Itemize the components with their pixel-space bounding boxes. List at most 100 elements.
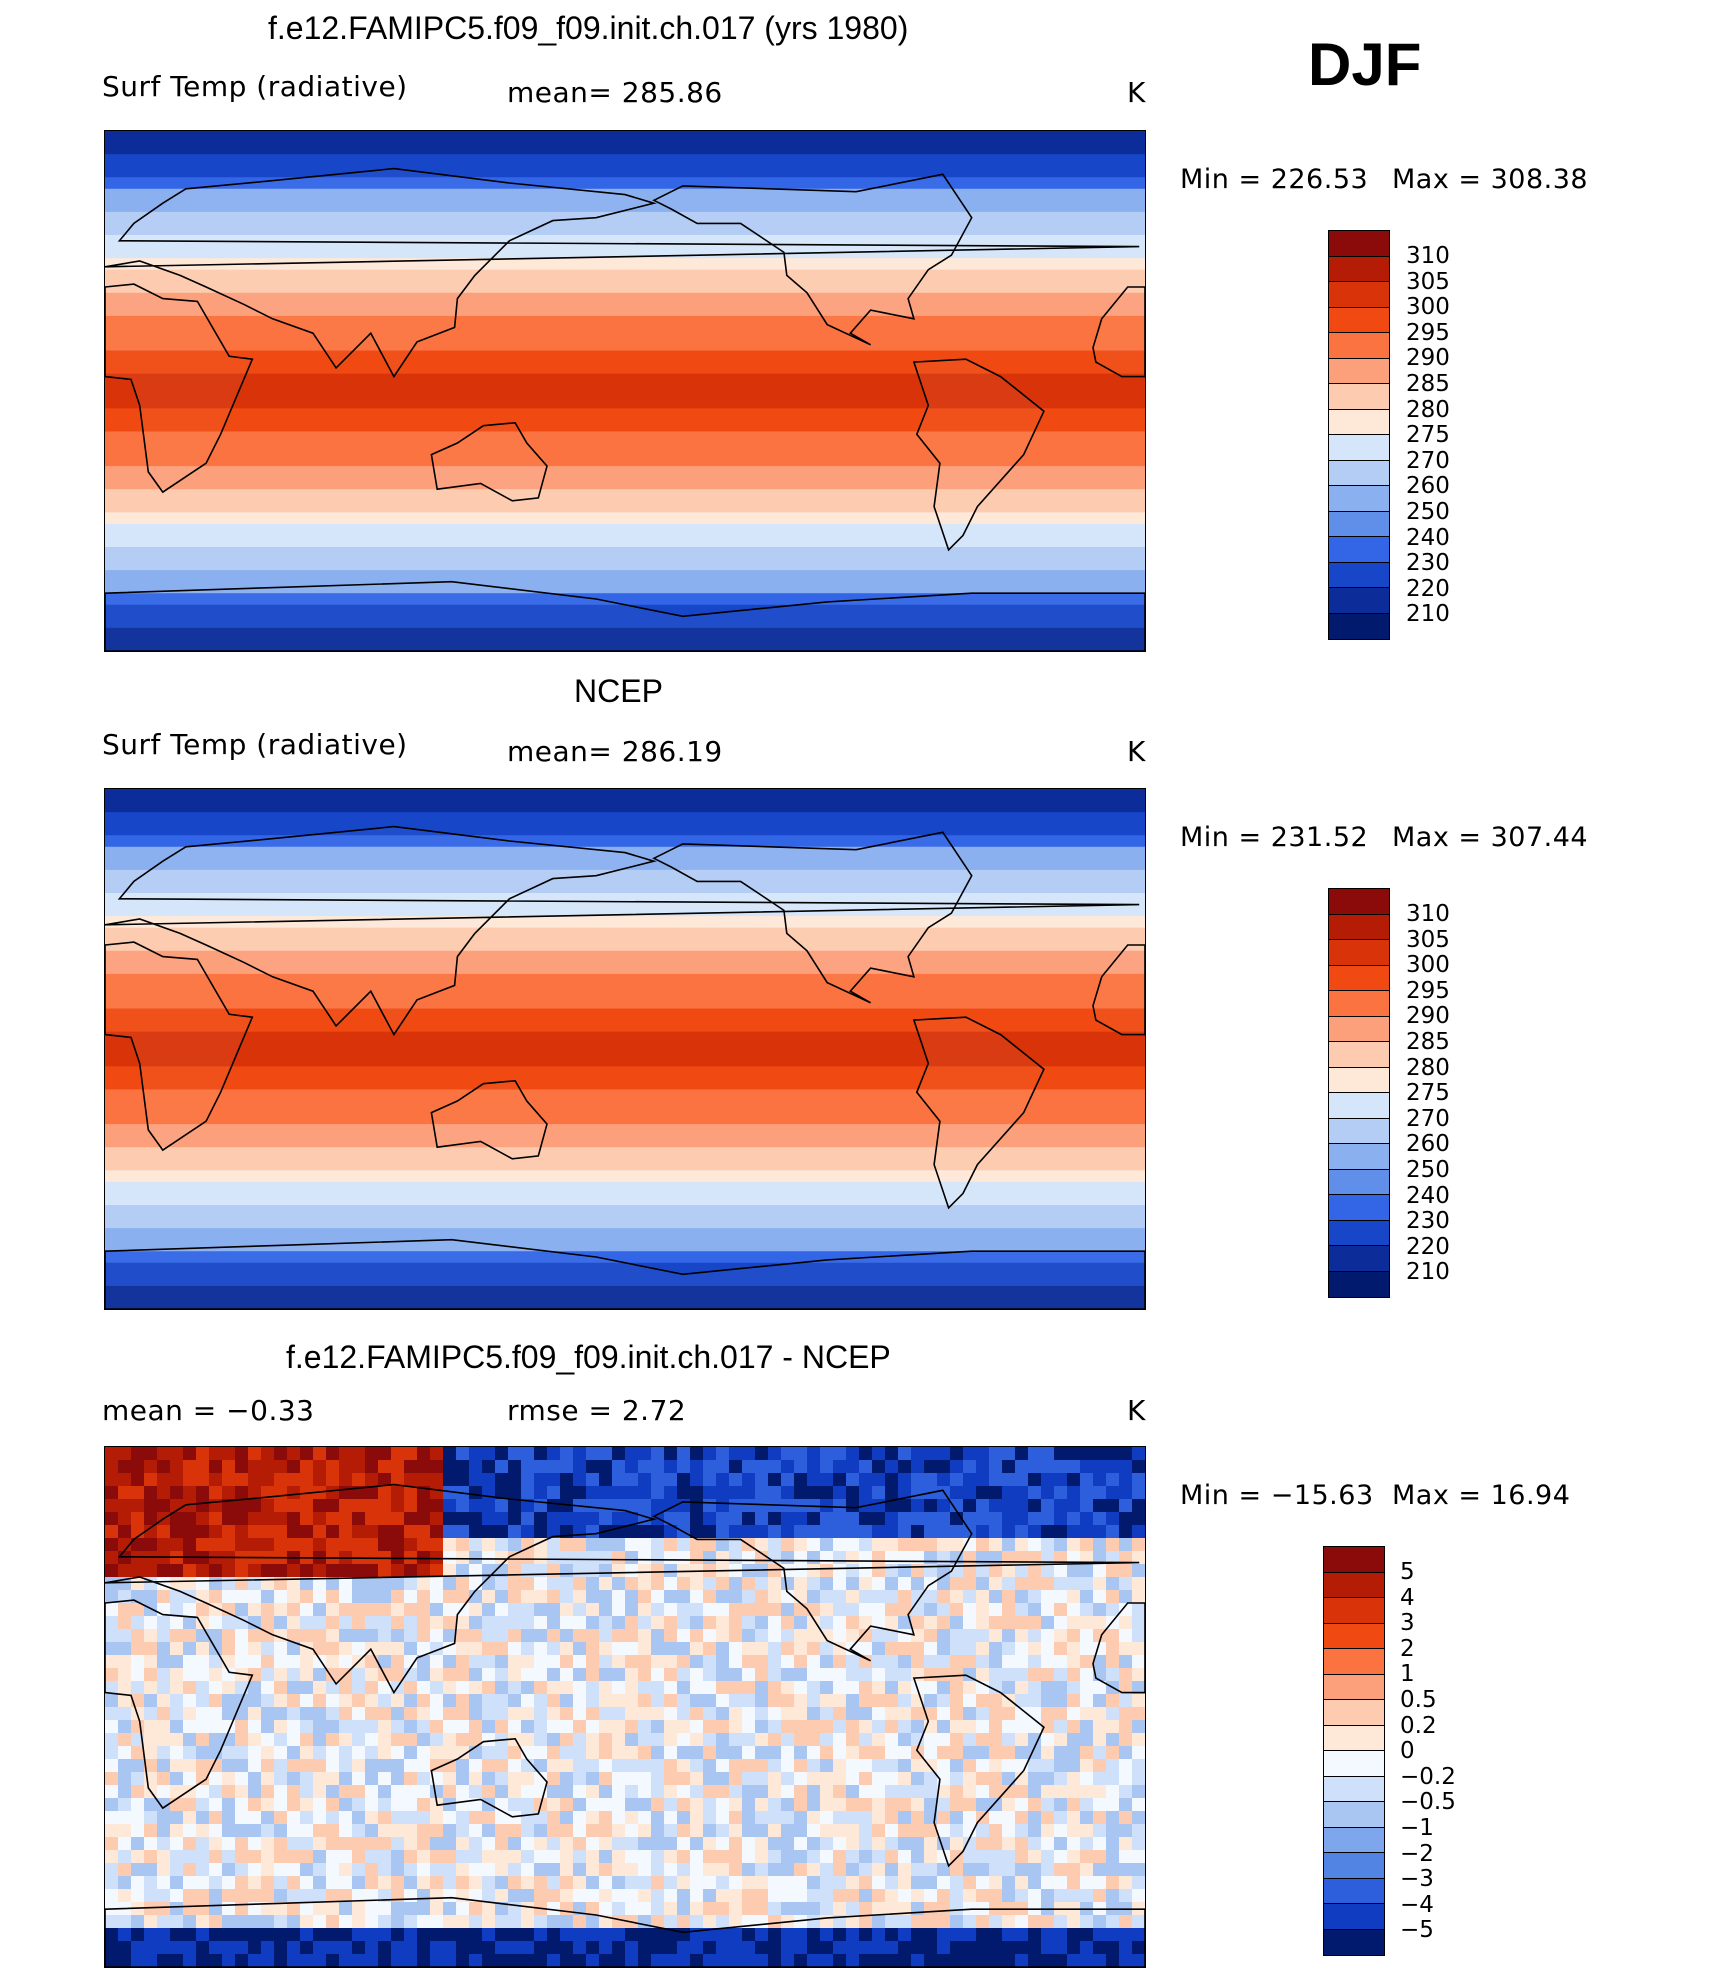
field-cell	[833, 1720, 847, 1734]
field-cell	[833, 1733, 847, 1747]
field-cell	[833, 1447, 847, 1461]
field-cell	[196, 1538, 210, 1552]
field-cell	[833, 1915, 847, 1929]
field-cell	[482, 1460, 496, 1474]
field-cell	[638, 1707, 652, 1721]
field-cell	[183, 1850, 197, 1864]
field-cell	[1080, 1889, 1094, 1903]
field-cell	[768, 1863, 782, 1877]
field-cell	[872, 1928, 886, 1942]
field-cell	[1054, 1694, 1068, 1708]
field-cell	[651, 1447, 665, 1461]
field-cell	[898, 1642, 912, 1656]
field-cell	[482, 1811, 496, 1825]
field-cell	[872, 1837, 886, 1851]
field-cell	[989, 1876, 1003, 1890]
field-cell	[313, 1694, 327, 1708]
field-cell	[911, 1720, 925, 1734]
field-cell	[261, 1707, 275, 1721]
field-band	[105, 1181, 1145, 1194]
field-cell	[1028, 1525, 1042, 1539]
field-cell	[170, 1616, 184, 1630]
field-cell	[196, 1876, 210, 1890]
field-cell	[326, 1889, 340, 1903]
field-cell	[820, 1941, 834, 1955]
field-cell	[443, 1824, 457, 1838]
field-cell	[1028, 1499, 1042, 1513]
field-cell	[430, 1551, 444, 1565]
field-cell	[443, 1655, 457, 1669]
field-cell	[469, 1499, 483, 1513]
field-cell	[729, 1486, 743, 1500]
field-cell	[1093, 1759, 1107, 1773]
field-cell	[1132, 1954, 1145, 1967]
field-cell	[170, 1525, 184, 1539]
field-cell	[911, 1850, 925, 1864]
field-cell	[404, 1512, 418, 1526]
field-cell	[833, 1824, 847, 1838]
field-cell	[339, 1889, 353, 1903]
field-cell	[677, 1668, 691, 1682]
field-cell	[1106, 1655, 1120, 1669]
field-cell	[1119, 1486, 1133, 1500]
colorbar-tick-label: 280	[1406, 396, 1450, 423]
field-cell	[612, 1785, 626, 1799]
field-cell	[846, 1720, 860, 1734]
field-cell	[755, 1759, 769, 1773]
field-cell	[261, 1447, 275, 1461]
field-cell	[469, 1889, 483, 1903]
field-cell	[326, 1447, 340, 1461]
field-band	[105, 985, 1145, 998]
field-cell	[885, 1941, 899, 1955]
field-cell	[508, 1850, 522, 1864]
field-cell	[716, 1863, 730, 1877]
field-cell	[1015, 1603, 1029, 1617]
field-cell	[963, 1772, 977, 1786]
field-cell	[729, 1538, 743, 1552]
field-cell	[417, 1941, 431, 1955]
field-cell	[1054, 1551, 1068, 1565]
field-cell	[352, 1603, 366, 1617]
field-cell	[729, 1759, 743, 1773]
field-cell	[599, 1590, 613, 1604]
field-cell	[170, 1473, 184, 1487]
field-cell	[846, 1538, 860, 1552]
field-cell	[781, 1577, 795, 1591]
field-cell	[677, 1499, 691, 1513]
field-cell	[690, 1707, 704, 1721]
field-cell	[690, 1733, 704, 1747]
field-cell	[482, 1889, 496, 1903]
field-cell	[859, 1850, 873, 1864]
field-cell	[703, 1694, 717, 1708]
field-cell	[989, 1746, 1003, 1760]
field-cell	[274, 1525, 288, 1539]
panel2-colorbar	[1328, 888, 1390, 1298]
field-cell	[521, 1889, 535, 1903]
field-cell	[482, 1902, 496, 1916]
field-cell	[1080, 1785, 1094, 1799]
field-cell	[469, 1824, 483, 1838]
field-cell	[508, 1551, 522, 1565]
field-cell	[378, 1707, 392, 1721]
field-cell	[989, 1837, 1003, 1851]
panel1-colorbar	[1328, 230, 1390, 640]
field-cell	[989, 1655, 1003, 1669]
field-cell	[482, 1551, 496, 1565]
field-cell	[547, 1785, 561, 1799]
field-cell	[690, 1902, 704, 1916]
field-band	[105, 558, 1145, 571]
colorbar-tick-label: 220	[1406, 575, 1450, 602]
field-cell	[807, 1889, 821, 1903]
field-cell	[846, 1590, 860, 1604]
field-cell	[378, 1941, 392, 1955]
field-cell	[1119, 1525, 1133, 1539]
field-cell	[976, 1798, 990, 1812]
field-cell	[456, 1941, 470, 1955]
panel2-max: Max = 307.44	[1392, 822, 1589, 853]
field-cell	[274, 1902, 288, 1916]
field-cell	[898, 1525, 912, 1539]
field-cell	[768, 1785, 782, 1799]
field-cell	[1054, 1577, 1068, 1591]
colorbar-swatch	[1329, 1195, 1389, 1221]
field-cell	[846, 1525, 860, 1539]
